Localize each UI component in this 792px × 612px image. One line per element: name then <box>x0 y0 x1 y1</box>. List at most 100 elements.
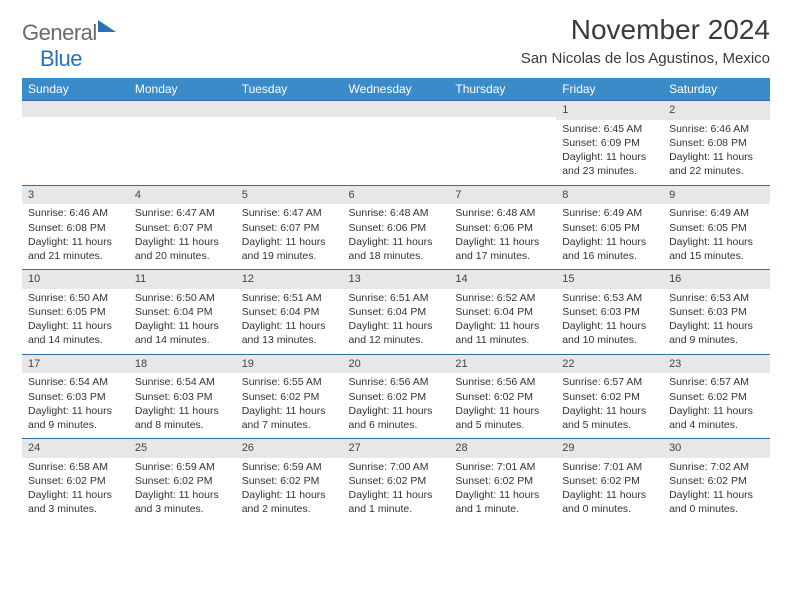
daylight-text: Daylight: 11 hours and 1 minute. <box>455 488 550 516</box>
calendar-day-cell: 24Sunrise: 6:58 AMSunset: 6:02 PMDayligh… <box>22 439 129 523</box>
day-body: Sunrise: 6:48 AMSunset: 6:06 PMDaylight:… <box>343 204 450 269</box>
day-number: 15 <box>556 270 663 289</box>
sunset-text: Sunset: 6:03 PM <box>669 305 764 319</box>
day-number: 21 <box>449 355 556 374</box>
day-number-empty <box>449 101 556 117</box>
calendar-day-cell: 2Sunrise: 6:46 AMSunset: 6:08 PMDaylight… <box>663 101 770 186</box>
calendar-day-cell: 14Sunrise: 6:52 AMSunset: 6:04 PMDayligh… <box>449 270 556 355</box>
title-block: November 2024 San Nicolas de los Agustin… <box>521 14 770 67</box>
sunrise-text: Sunrise: 6:48 AM <box>455 206 550 220</box>
sunset-text: Sunset: 6:08 PM <box>669 136 764 150</box>
day-number: 20 <box>343 355 450 374</box>
daylight-text: Daylight: 11 hours and 11 minutes. <box>455 319 550 347</box>
daylight-text: Daylight: 11 hours and 15 minutes. <box>669 235 764 263</box>
sunrise-text: Sunrise: 6:46 AM <box>28 206 123 220</box>
daylight-text: Daylight: 11 hours and 19 minutes. <box>242 235 337 263</box>
sunset-text: Sunset: 6:02 PM <box>455 474 550 488</box>
logo: General Blue <box>22 14 116 72</box>
day-number: 26 <box>236 439 343 458</box>
sunset-text: Sunset: 6:04 PM <box>349 305 444 319</box>
day-number: 22 <box>556 355 663 374</box>
day-number: 16 <box>663 270 770 289</box>
logo-text-gray: General <box>22 20 97 45</box>
sunset-text: Sunset: 6:02 PM <box>455 390 550 404</box>
day-body: Sunrise: 6:48 AMSunset: 6:06 PMDaylight:… <box>449 204 556 269</box>
daylight-text: Daylight: 11 hours and 0 minutes. <box>562 488 657 516</box>
sunset-text: Sunset: 6:08 PM <box>28 221 123 235</box>
calendar-day-cell: 6Sunrise: 6:48 AMSunset: 6:06 PMDaylight… <box>343 185 450 270</box>
day-number: 3 <box>22 186 129 205</box>
daylight-text: Daylight: 11 hours and 10 minutes. <box>562 319 657 347</box>
sunrise-text: Sunrise: 6:58 AM <box>28 460 123 474</box>
calendar-week-row: 24Sunrise: 6:58 AMSunset: 6:02 PMDayligh… <box>22 439 770 523</box>
day-body: Sunrise: 7:02 AMSunset: 6:02 PMDaylight:… <box>663 458 770 523</box>
day-body: Sunrise: 7:01 AMSunset: 6:02 PMDaylight:… <box>449 458 556 523</box>
daylight-text: Daylight: 11 hours and 9 minutes. <box>28 404 123 432</box>
daylight-text: Daylight: 11 hours and 21 minutes. <box>28 235 123 263</box>
daylight-text: Daylight: 11 hours and 14 minutes. <box>28 319 123 347</box>
daylight-text: Daylight: 11 hours and 12 minutes. <box>349 319 444 347</box>
sunset-text: Sunset: 6:03 PM <box>135 390 230 404</box>
daylight-text: Daylight: 11 hours and 14 minutes. <box>135 319 230 347</box>
day-number: 29 <box>556 439 663 458</box>
day-body: Sunrise: 6:46 AMSunset: 6:08 PMDaylight:… <box>22 204 129 269</box>
sunrise-text: Sunrise: 6:52 AM <box>455 291 550 305</box>
sunrise-text: Sunrise: 6:50 AM <box>135 291 230 305</box>
sunrise-text: Sunrise: 6:47 AM <box>135 206 230 220</box>
sunrise-text: Sunrise: 6:48 AM <box>349 206 444 220</box>
weekday-header: Thursday <box>449 78 556 101</box>
sunset-text: Sunset: 6:04 PM <box>135 305 230 319</box>
weekday-header: Wednesday <box>343 78 450 101</box>
sunrise-text: Sunrise: 6:46 AM <box>669 122 764 136</box>
sunrise-text: Sunrise: 6:49 AM <box>562 206 657 220</box>
calendar-day-cell: 11Sunrise: 6:50 AMSunset: 6:04 PMDayligh… <box>129 270 236 355</box>
sunrise-text: Sunrise: 6:45 AM <box>562 122 657 136</box>
day-body: Sunrise: 6:59 AMSunset: 6:02 PMDaylight:… <box>129 458 236 523</box>
logo-text-blue: Blue <box>40 46 82 71</box>
daylight-text: Daylight: 11 hours and 5 minutes. <box>562 404 657 432</box>
daylight-text: Daylight: 11 hours and 0 minutes. <box>669 488 764 516</box>
day-number: 6 <box>343 186 450 205</box>
calendar-day-cell: 13Sunrise: 6:51 AMSunset: 6:04 PMDayligh… <box>343 270 450 355</box>
day-body: Sunrise: 6:45 AMSunset: 6:09 PMDaylight:… <box>556 120 663 185</box>
calendar-day-cell: 16 Sunrise: 6:53 AMSunset: 6:03 PMDayligh… <box>663 270 770 355</box>
sunset-text: Sunset: 6:05 PM <box>28 305 123 319</box>
location: San Nicolas de los Agustinos, Mexico <box>521 50 770 67</box>
day-body: Sunrise: 6:51 AMSunset: 6:04 PMDaylight:… <box>343 289 450 354</box>
calendar-day-cell: 15Sunrise: 6:53 AMSunset: 6:03 PMDayligh… <box>556 270 663 355</box>
calendar-day-cell: 23Sunrise: 6:57 AMSunset: 6:02 PMDayligh… <box>663 354 770 439</box>
daylight-text: Daylight: 11 hours and 6 minutes. <box>349 404 444 432</box>
sunrise-text: Sunrise: 6:49 AM <box>669 206 764 220</box>
calendar-day-cell: 4Sunrise: 6:47 AMSunset: 6:07 PMDaylight… <box>129 185 236 270</box>
calendar-day-cell: 29Sunrise: 7:01 AMSunset: 6:02 PMDayligh… <box>556 439 663 523</box>
daylight-text: Daylight: 11 hours and 3 minutes. <box>135 488 230 516</box>
sunrise-text: Sunrise: 6:57 AM <box>669 375 764 389</box>
day-number-empty <box>236 101 343 117</box>
calendar-week-row: 10Sunrise: 6:50 AMSunset: 6:05 PMDayligh… <box>22 270 770 355</box>
sunrise-text: Sunrise: 6:59 AM <box>242 460 337 474</box>
day-body: Sunrise: 6:47 AMSunset: 6:07 PMDaylight:… <box>129 204 236 269</box>
day-number: 30 <box>663 439 770 458</box>
daylight-text: Daylight: 11 hours and 2 minutes. <box>242 488 337 516</box>
day-number: 19 <box>236 355 343 374</box>
day-number: 28 <box>449 439 556 458</box>
day-number: 13 <box>343 270 450 289</box>
calendar-day-cell: 21Sunrise: 6:56 AMSunset: 6:02 PMDayligh… <box>449 354 556 439</box>
calendar-day-cell: 19Sunrise: 6:55 AMSunset: 6:02 PMDayligh… <box>236 354 343 439</box>
sunset-text: Sunset: 6:05 PM <box>669 221 764 235</box>
calendar-week-row: 1Sunrise: 6:45 AMSunset: 6:09 PMDaylight… <box>22 101 770 186</box>
sunrise-text: Sunrise: 6:47 AM <box>242 206 337 220</box>
daylight-text: Daylight: 11 hours and 23 minutes. <box>562 150 657 178</box>
daylight-text: Daylight: 11 hours and 9 minutes. <box>669 319 764 347</box>
sunrise-text: Sunrise: 6:59 AM <box>135 460 230 474</box>
day-body: Sunrise: 6:54 AMSunset: 6:03 PMDaylight:… <box>129 373 236 438</box>
calendar-day-cell: 7Sunrise: 6:48 AMSunset: 6:06 PMDaylight… <box>449 185 556 270</box>
day-body: Sunrise: 6:49 AMSunset: 6:05 PMDaylight:… <box>663 204 770 269</box>
calendar-day-cell <box>236 101 343 186</box>
calendar-day-cell: 1Sunrise: 6:45 AMSunset: 6:09 PMDaylight… <box>556 101 663 186</box>
sunrise-text: Sunrise: 6:50 AM <box>28 291 123 305</box>
sunrise-text: Sunrise: 6:53 AM <box>562 291 657 305</box>
sunrise-text: Sunrise: 6:53 AM <box>669 291 764 305</box>
day-body: Sunrise: 6:50 AMSunset: 6:04 PMDaylight:… <box>129 289 236 354</box>
weekday-header: Friday <box>556 78 663 101</box>
